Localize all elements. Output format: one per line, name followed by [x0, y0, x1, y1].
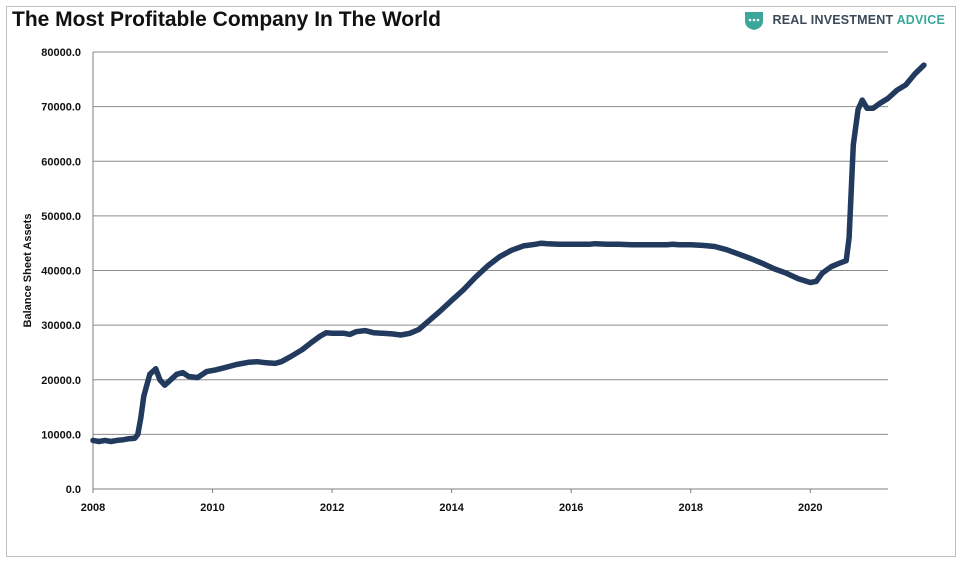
brand-logo: REAL INVESTMENT ADVICE	[743, 9, 945, 31]
x-tick-label: 2014	[439, 502, 464, 514]
chart-title: The Most Profitable Company In The World	[12, 8, 441, 31]
y-tick-label: 50000.0	[41, 211, 81, 223]
brand-name-accent: ADVICE	[896, 13, 945, 27]
y-tick-label: 60000.0	[41, 156, 81, 168]
x-tick-label: 2018	[679, 502, 703, 514]
x-tick-labels: 2008 2010 2012 2014 2016 2018 2020	[81, 502, 823, 514]
y-tick-label: 20000.0	[41, 375, 81, 387]
y-tick-labels: 0.0 10000.0 20000.0 30000.0 40000.0 50000.0 60…	[41, 47, 81, 496]
gridlines	[93, 51, 888, 435]
x-tick-label: 2008	[81, 502, 105, 514]
series-group	[90, 62, 927, 445]
shield-logo-icon	[744, 12, 763, 30]
brand-name-main: REAL INVESTMENT	[772, 13, 897, 27]
y-tick-label: 70000.0	[41, 102, 81, 114]
y-tick-label: 0.0	[66, 484, 81, 496]
series-line	[90, 62, 927, 445]
chart-frame	[6, 6, 956, 557]
y-tick-label: 30000.0	[41, 320, 81, 332]
axes	[92, 52, 888, 493]
y-tick-label: 40000.0	[41, 266, 81, 278]
y-tick-label: 80000.0	[41, 47, 81, 59]
brand-name: REAL INVESTMENT ADVICE	[773, 13, 945, 27]
x-tick-label: 2010	[200, 502, 224, 514]
x-tick-label: 2016	[559, 502, 583, 514]
y-tick-label: 10000.0	[41, 429, 81, 441]
y-axis-label: Balance Sheet Assets	[22, 214, 34, 328]
x-tick-label: 2012	[320, 502, 344, 514]
x-tick-label: 2020	[798, 502, 822, 514]
